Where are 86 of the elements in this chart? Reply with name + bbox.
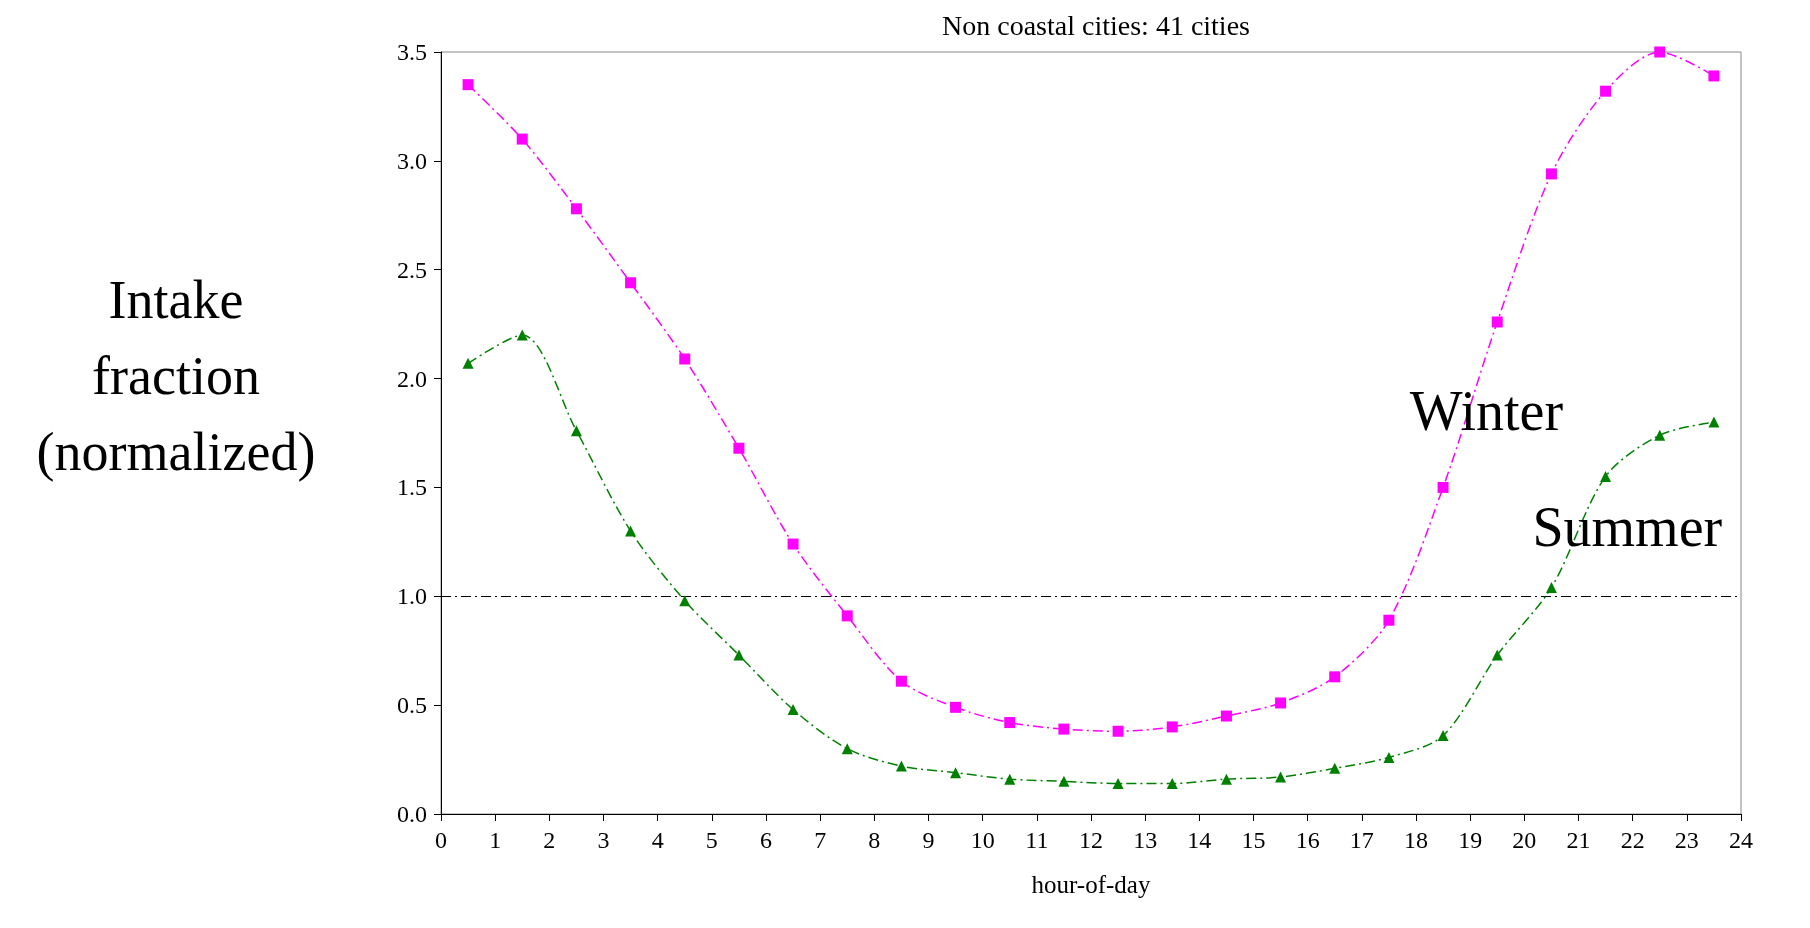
chart-title: Non coastal cities: 41 cities [942, 9, 1250, 41]
x-tick-label: 16 [1295, 827, 1320, 853]
x-tick-label: 20 [1512, 827, 1537, 853]
point [1058, 723, 1070, 735]
x-tick-label: 19 [1458, 827, 1483, 853]
x-tick-label: 24 [1729, 827, 1753, 853]
x-tick-label: 23 [1674, 827, 1699, 853]
point [570, 425, 582, 437]
x-tick-label: 1 [489, 827, 502, 853]
x-tick-label: 9 [922, 827, 935, 853]
point [516, 329, 528, 341]
point [1112, 778, 1124, 790]
point [841, 610, 853, 622]
x-tick-label: 17 [1349, 827, 1374, 853]
y-tick-label: 1.0 [397, 583, 427, 610]
x-tick-label: 13 [1133, 827, 1158, 853]
point [1545, 582, 1557, 594]
point [1600, 471, 1612, 483]
point [733, 649, 745, 661]
point [516, 133, 528, 145]
point [950, 767, 962, 779]
point [625, 277, 637, 289]
point [1708, 70, 1720, 82]
point [1383, 751, 1395, 763]
point [679, 595, 691, 607]
x-tick-label: 21 [1566, 827, 1591, 853]
y-axis-title: Intake fraction (normalized) [36, 270, 316, 482]
y-tick-label: 2.0 [397, 365, 427, 392]
point [1058, 775, 1070, 787]
point [950, 701, 962, 713]
point [1004, 717, 1016, 729]
x-tick-label: 12 [1079, 827, 1103, 853]
point [1112, 725, 1124, 737]
y-tick-label: 0.0 [397, 801, 427, 827]
point [1437, 730, 1449, 742]
point [1491, 316, 1503, 328]
x-tick-label: 3 [597, 827, 610, 853]
point [1437, 481, 1449, 493]
point [1491, 649, 1503, 661]
point [1545, 168, 1557, 180]
x-tick-label: 0 [435, 827, 447, 853]
x-tick-label: 22 [1620, 827, 1645, 853]
point [1166, 721, 1178, 733]
point [1600, 85, 1612, 97]
point [895, 760, 907, 772]
point [733, 442, 745, 454]
point [462, 357, 474, 369]
point [1004, 773, 1016, 785]
point [1654, 429, 1666, 441]
x-tick-label: 2 [543, 827, 556, 853]
point [570, 203, 582, 215]
x-tick-label: 6 [760, 827, 772, 853]
point [1275, 771, 1287, 783]
x-tick-label: 4 [651, 827, 664, 853]
series-label: Summer [1532, 495, 1723, 558]
series-label: Winter [1409, 380, 1564, 443]
point [1383, 614, 1395, 626]
point [841, 743, 853, 755]
x-tick-label: 15 [1241, 827, 1266, 853]
x-tick-label: 10 [970, 827, 995, 853]
x-tick-label: 18 [1404, 827, 1428, 853]
point [1220, 710, 1232, 722]
point [1654, 46, 1666, 58]
point [1220, 773, 1232, 785]
x-tick-label: 5 [705, 827, 718, 853]
point [787, 538, 799, 550]
point [1329, 671, 1341, 683]
point [462, 79, 474, 91]
x-tick-label: 14 [1187, 827, 1212, 853]
point [1329, 762, 1341, 774]
y-tick-label: 3.5 [397, 39, 427, 65]
point [625, 525, 637, 537]
point [679, 353, 691, 365]
point [1275, 697, 1287, 709]
y-tick-label: 3.0 [397, 147, 427, 174]
point [787, 704, 799, 715]
point [1708, 416, 1720, 428]
point [1166, 778, 1178, 790]
x-axis-title: hour-of-day [1031, 871, 1151, 898]
y-tick-label: 1.5 [397, 474, 427, 501]
y-tick-label: 0.5 [397, 692, 427, 719]
x-tick-label: 7 [814, 827, 827, 853]
x-tick-label: 8 [868, 827, 881, 853]
y-tick-label: 2.5 [397, 256, 427, 283]
x-tick-label: 11 [1025, 827, 1049, 853]
point [895, 675, 907, 687]
